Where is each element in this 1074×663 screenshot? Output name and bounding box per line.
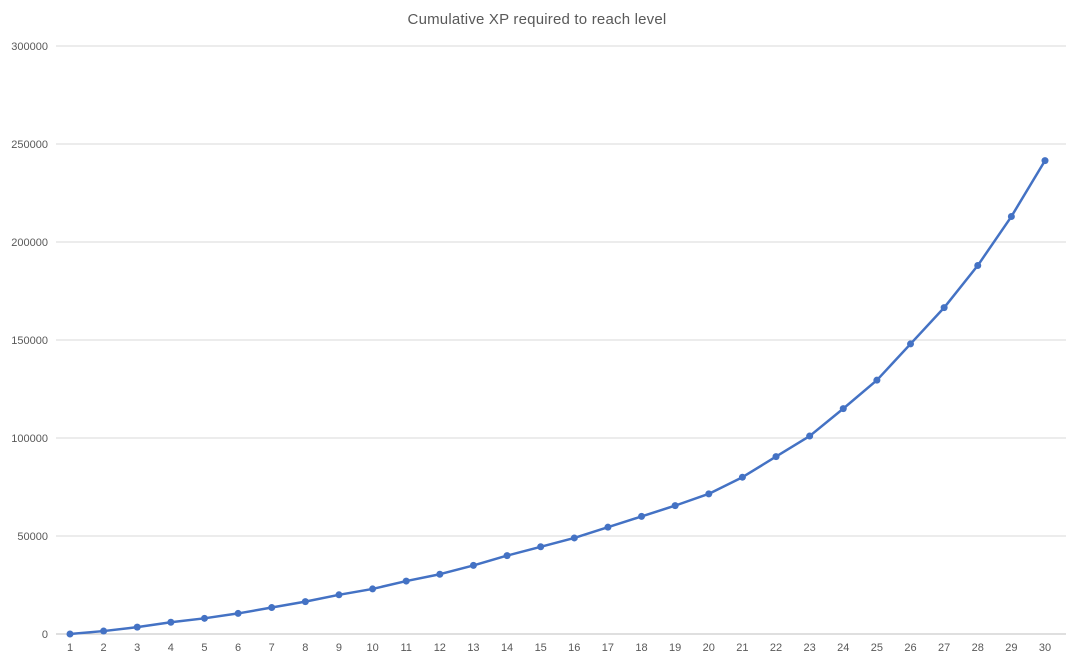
x-axis-tick-label: 20 — [703, 642, 715, 654]
data-point — [604, 523, 612, 531]
x-axis-tick-label: 4 — [168, 642, 174, 654]
x-axis-tick-label: 7 — [269, 642, 275, 654]
x-axis-tick-label: 14 — [501, 642, 513, 654]
data-point — [537, 543, 545, 551]
x-axis-tick-label: 22 — [770, 642, 782, 654]
x-axis-tick-label: 26 — [904, 642, 916, 654]
x-axis-tick-label: 2 — [101, 642, 107, 654]
x-axis-tick-label: 15 — [535, 642, 547, 654]
data-point — [100, 627, 108, 635]
data-point — [301, 598, 309, 606]
data-point — [268, 604, 276, 612]
data-point — [369, 585, 377, 593]
data-point — [873, 376, 881, 384]
data-point — [940, 304, 948, 312]
x-axis-tick-label: 11 — [400, 642, 411, 654]
x-axis-tick-label: 17 — [602, 642, 614, 654]
data-point — [469, 561, 477, 569]
data-point — [200, 614, 208, 622]
x-axis-tick-label: 5 — [201, 642, 207, 654]
x-axis-tick-label: 23 — [804, 642, 816, 654]
x-axis-tick-label: 8 — [302, 642, 308, 654]
series-line — [68, 159, 1047, 636]
x-axis-tick-label: 27 — [938, 642, 950, 654]
x-axis-tick-label: 12 — [434, 642, 446, 654]
data-point — [234, 609, 242, 617]
x-axis-tick-label: 9 — [336, 642, 342, 654]
x-axis-tick-label: 6 — [235, 642, 241, 654]
data-point — [1041, 157, 1049, 165]
x-axis-tick-label: 10 — [366, 642, 378, 654]
data-point — [839, 405, 847, 413]
data-point — [66, 630, 74, 638]
x-axis-tick-label: 16 — [568, 642, 580, 654]
data-point — [907, 340, 915, 348]
y-axis-tick-label: 200000 — [11, 237, 48, 249]
data-point — [638, 512, 646, 520]
x-axis-tick-label: 21 — [736, 642, 748, 654]
x-axis-tick-label: 1 — [67, 642, 73, 654]
x-axis-tick-label: 28 — [972, 642, 984, 654]
x-axis-tick-label: 29 — [1005, 642, 1017, 654]
data-point — [1007, 213, 1015, 221]
data-point — [570, 534, 578, 542]
data-point — [133, 623, 141, 631]
data-point — [402, 577, 410, 585]
y-axis-tick-label: 0 — [42, 629, 48, 641]
y-axis-tick-label: 250000 — [11, 139, 48, 151]
data-point — [436, 570, 444, 578]
y-axis-tick-label: 100000 — [11, 433, 48, 445]
y-axis-tick-label: 150000 — [11, 335, 48, 347]
x-axis-tick-label: 24 — [837, 642, 849, 654]
data-point — [772, 453, 780, 461]
data-point — [335, 591, 343, 599]
x-axis-tick-label: 19 — [669, 642, 681, 654]
x-axis-tick-label: 13 — [467, 642, 479, 654]
data-point — [705, 490, 713, 498]
x-axis-tick-label: 3 — [134, 642, 140, 654]
x-axis-tick-label: 30 — [1039, 642, 1051, 654]
y-axis-tick-label: 300000 — [11, 41, 48, 53]
x-axis-tick-label: 18 — [635, 642, 647, 654]
x-axis-tick-label: 25 — [871, 642, 883, 654]
data-point — [738, 473, 746, 481]
data-point — [167, 618, 175, 626]
data-point — [806, 432, 814, 440]
y-axis-tick-label: 50000 — [17, 531, 48, 543]
data-point — [671, 502, 679, 510]
data-point — [503, 552, 511, 560]
data-point — [974, 262, 982, 270]
